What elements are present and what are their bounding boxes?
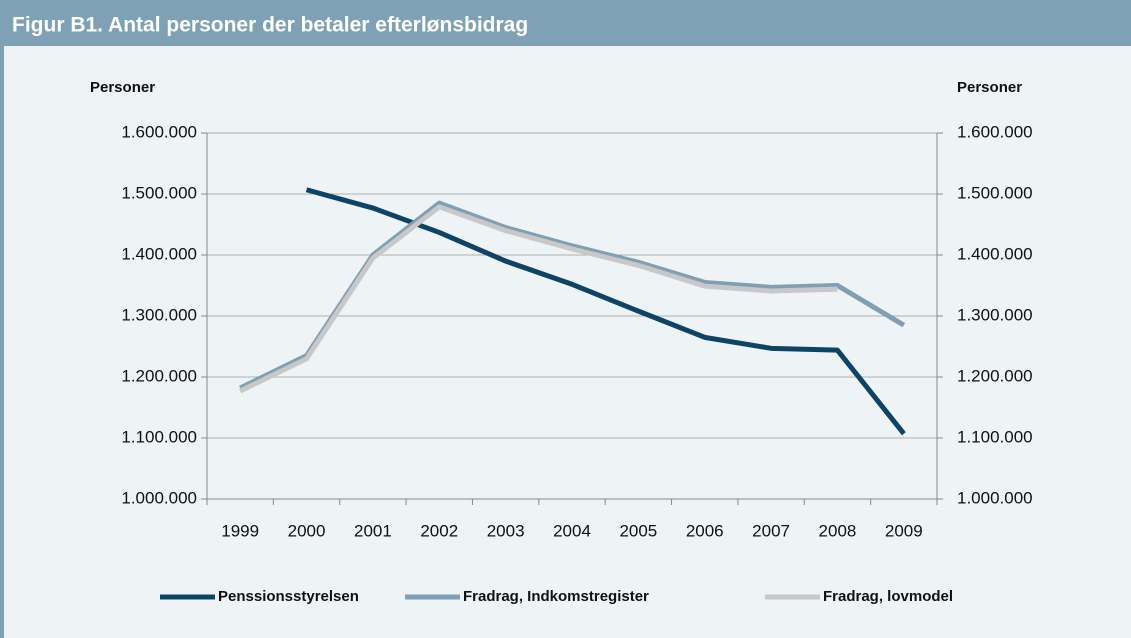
x-tick-label: 2003 xyxy=(487,521,525,540)
x-tick-label: 2000 xyxy=(288,521,326,540)
x-tick-label: 2009 xyxy=(885,521,923,540)
y2-tick-label: 1.200.000 xyxy=(957,366,1033,385)
x-tick-label: 2004 xyxy=(553,521,591,540)
header-bar xyxy=(0,0,1131,46)
x-tick-label: 2001 xyxy=(354,521,392,540)
y-tick-label: 1.100.000 xyxy=(121,427,197,446)
y-tick-label: 1.600.000 xyxy=(121,122,197,141)
legend-label: Penssionsstyrelsen xyxy=(218,588,359,605)
x-tick-label: 2006 xyxy=(686,521,724,540)
y-tick-label: 1.200.000 xyxy=(121,366,197,385)
legend-label: Fradrag, Indkomstregister xyxy=(463,588,649,605)
x-tick-label: 2008 xyxy=(819,521,857,540)
left-border xyxy=(0,46,4,638)
y-axis-label: Personer xyxy=(90,79,155,96)
y2-axis-label: Personer xyxy=(957,79,1022,96)
y-tick-label: 1.300.000 xyxy=(121,305,197,324)
x-tick-label: 1999 xyxy=(221,521,259,540)
series-line xyxy=(239,204,838,394)
y2-tick-label: 1.100.000 xyxy=(957,427,1033,446)
y2-tick-label: 1.300.000 xyxy=(957,305,1033,324)
y-tick-label: 1.000.000 xyxy=(121,488,197,507)
y2-tick-label: 1.500.000 xyxy=(957,183,1033,202)
y2-tick-label: 1.600.000 xyxy=(957,122,1033,141)
x-tick-label: 2007 xyxy=(752,521,790,540)
y-tick-label: 1.400.000 xyxy=(121,244,197,263)
y-tick-label: 1.500.000 xyxy=(121,183,197,202)
x-tick-label: 2002 xyxy=(420,521,458,540)
y2-tick-label: 1.400.000 xyxy=(957,244,1033,263)
legend-label: Fradrag, lovmodel xyxy=(823,588,953,605)
x-tick-label: 2005 xyxy=(619,521,657,540)
chart-title: Figur B1. Antal personer der betaler eft… xyxy=(12,14,528,37)
y2-tick-label: 1.000.000 xyxy=(957,488,1033,507)
series-line xyxy=(305,187,906,436)
